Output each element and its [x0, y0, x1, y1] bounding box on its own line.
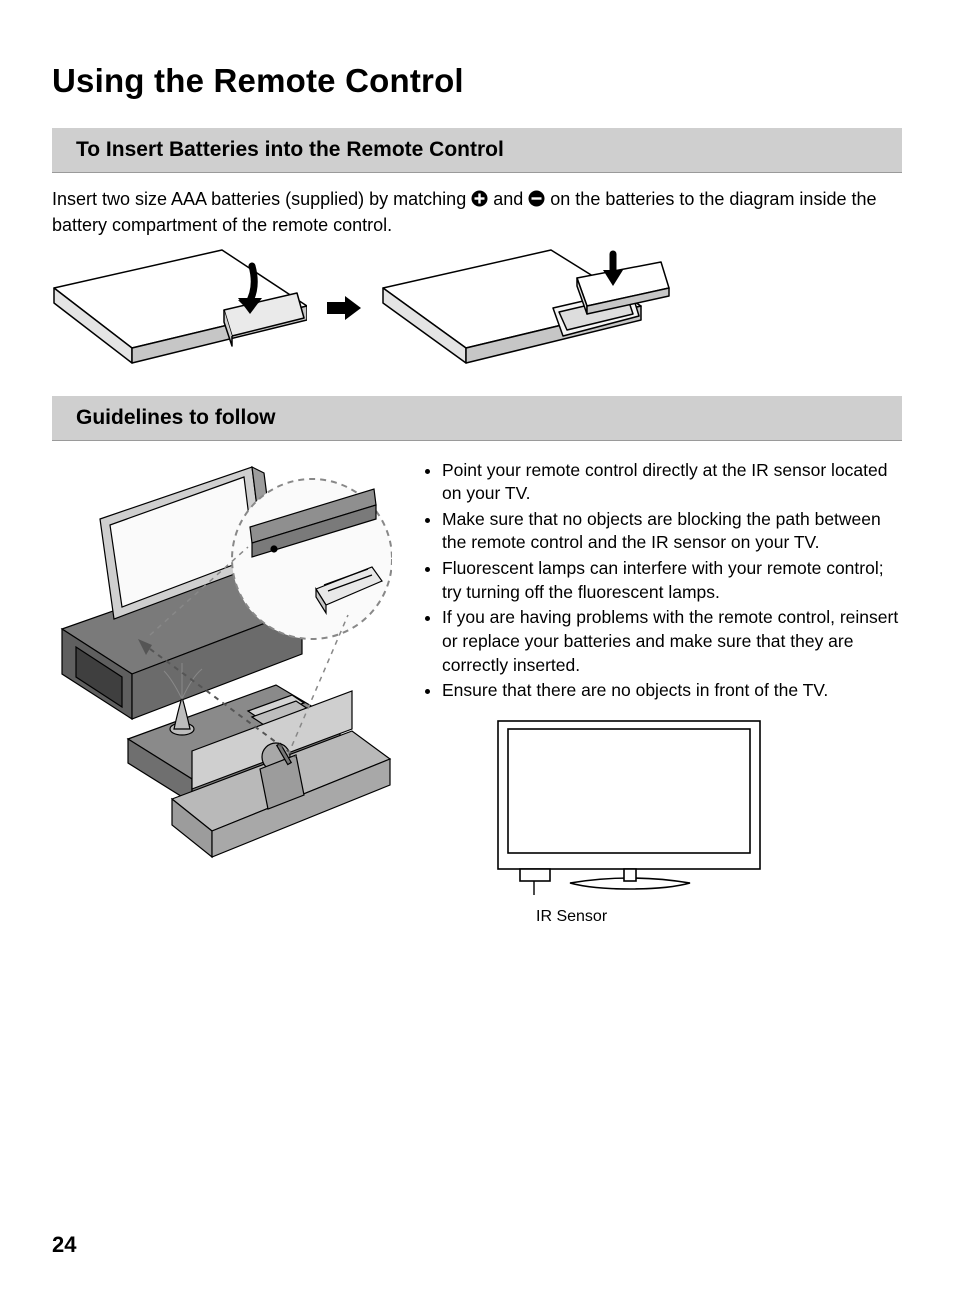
plus-icon: [471, 189, 488, 213]
guidelines-row: Point your remote control directly at th…: [52, 459, 902, 926]
tv-front-illustration: [480, 717, 780, 897]
list-item: Point your remote control directly at th…: [442, 459, 902, 506]
tv-ir-diagram: IR Sensor: [480, 717, 902, 926]
section-heading-guidelines-text: Guidelines to follow: [76, 406, 884, 430]
ir-sensor-label: IR Sensor: [536, 908, 902, 926]
battery-diagram-row: [52, 248, 902, 368]
list-item: If you are having problems with the remo…: [442, 606, 902, 677]
section-heading-guidelines: Guidelines to follow: [52, 396, 902, 441]
remote-step-2-illustration: [381, 248, 671, 368]
section-heading-batteries: To Insert Batteries into the Remote Cont…: [52, 128, 902, 173]
arrow-right-icon: [327, 296, 361, 320]
list-item: Fluorescent lamps can interfere with you…: [442, 557, 902, 604]
page-title: Using the Remote Control: [52, 62, 902, 100]
section-heading-batteries-text: To Insert Batteries into the Remote Cont…: [76, 138, 884, 162]
battery-intro-text: Insert two size AAA batteries (supplied)…: [52, 187, 902, 238]
guidelines-right-column: Point your remote control directly at th…: [420, 459, 902, 926]
list-item: Make sure that no objects are blocking t…: [442, 508, 902, 555]
intro-part-b: and: [493, 189, 528, 209]
guidelines-list: Point your remote control directly at th…: [420, 459, 902, 703]
page-number: 24: [52, 1232, 76, 1258]
remote-step-1-illustration: [52, 248, 307, 368]
manual-page: Using the Remote Control To Insert Batte…: [0, 0, 954, 1298]
intro-part-a: Insert two size AAA batteries (supplied)…: [52, 189, 471, 209]
list-item: Ensure that there are no objects in fron…: [442, 679, 902, 703]
minus-icon: [528, 189, 545, 213]
room-illustration: [52, 459, 392, 859]
